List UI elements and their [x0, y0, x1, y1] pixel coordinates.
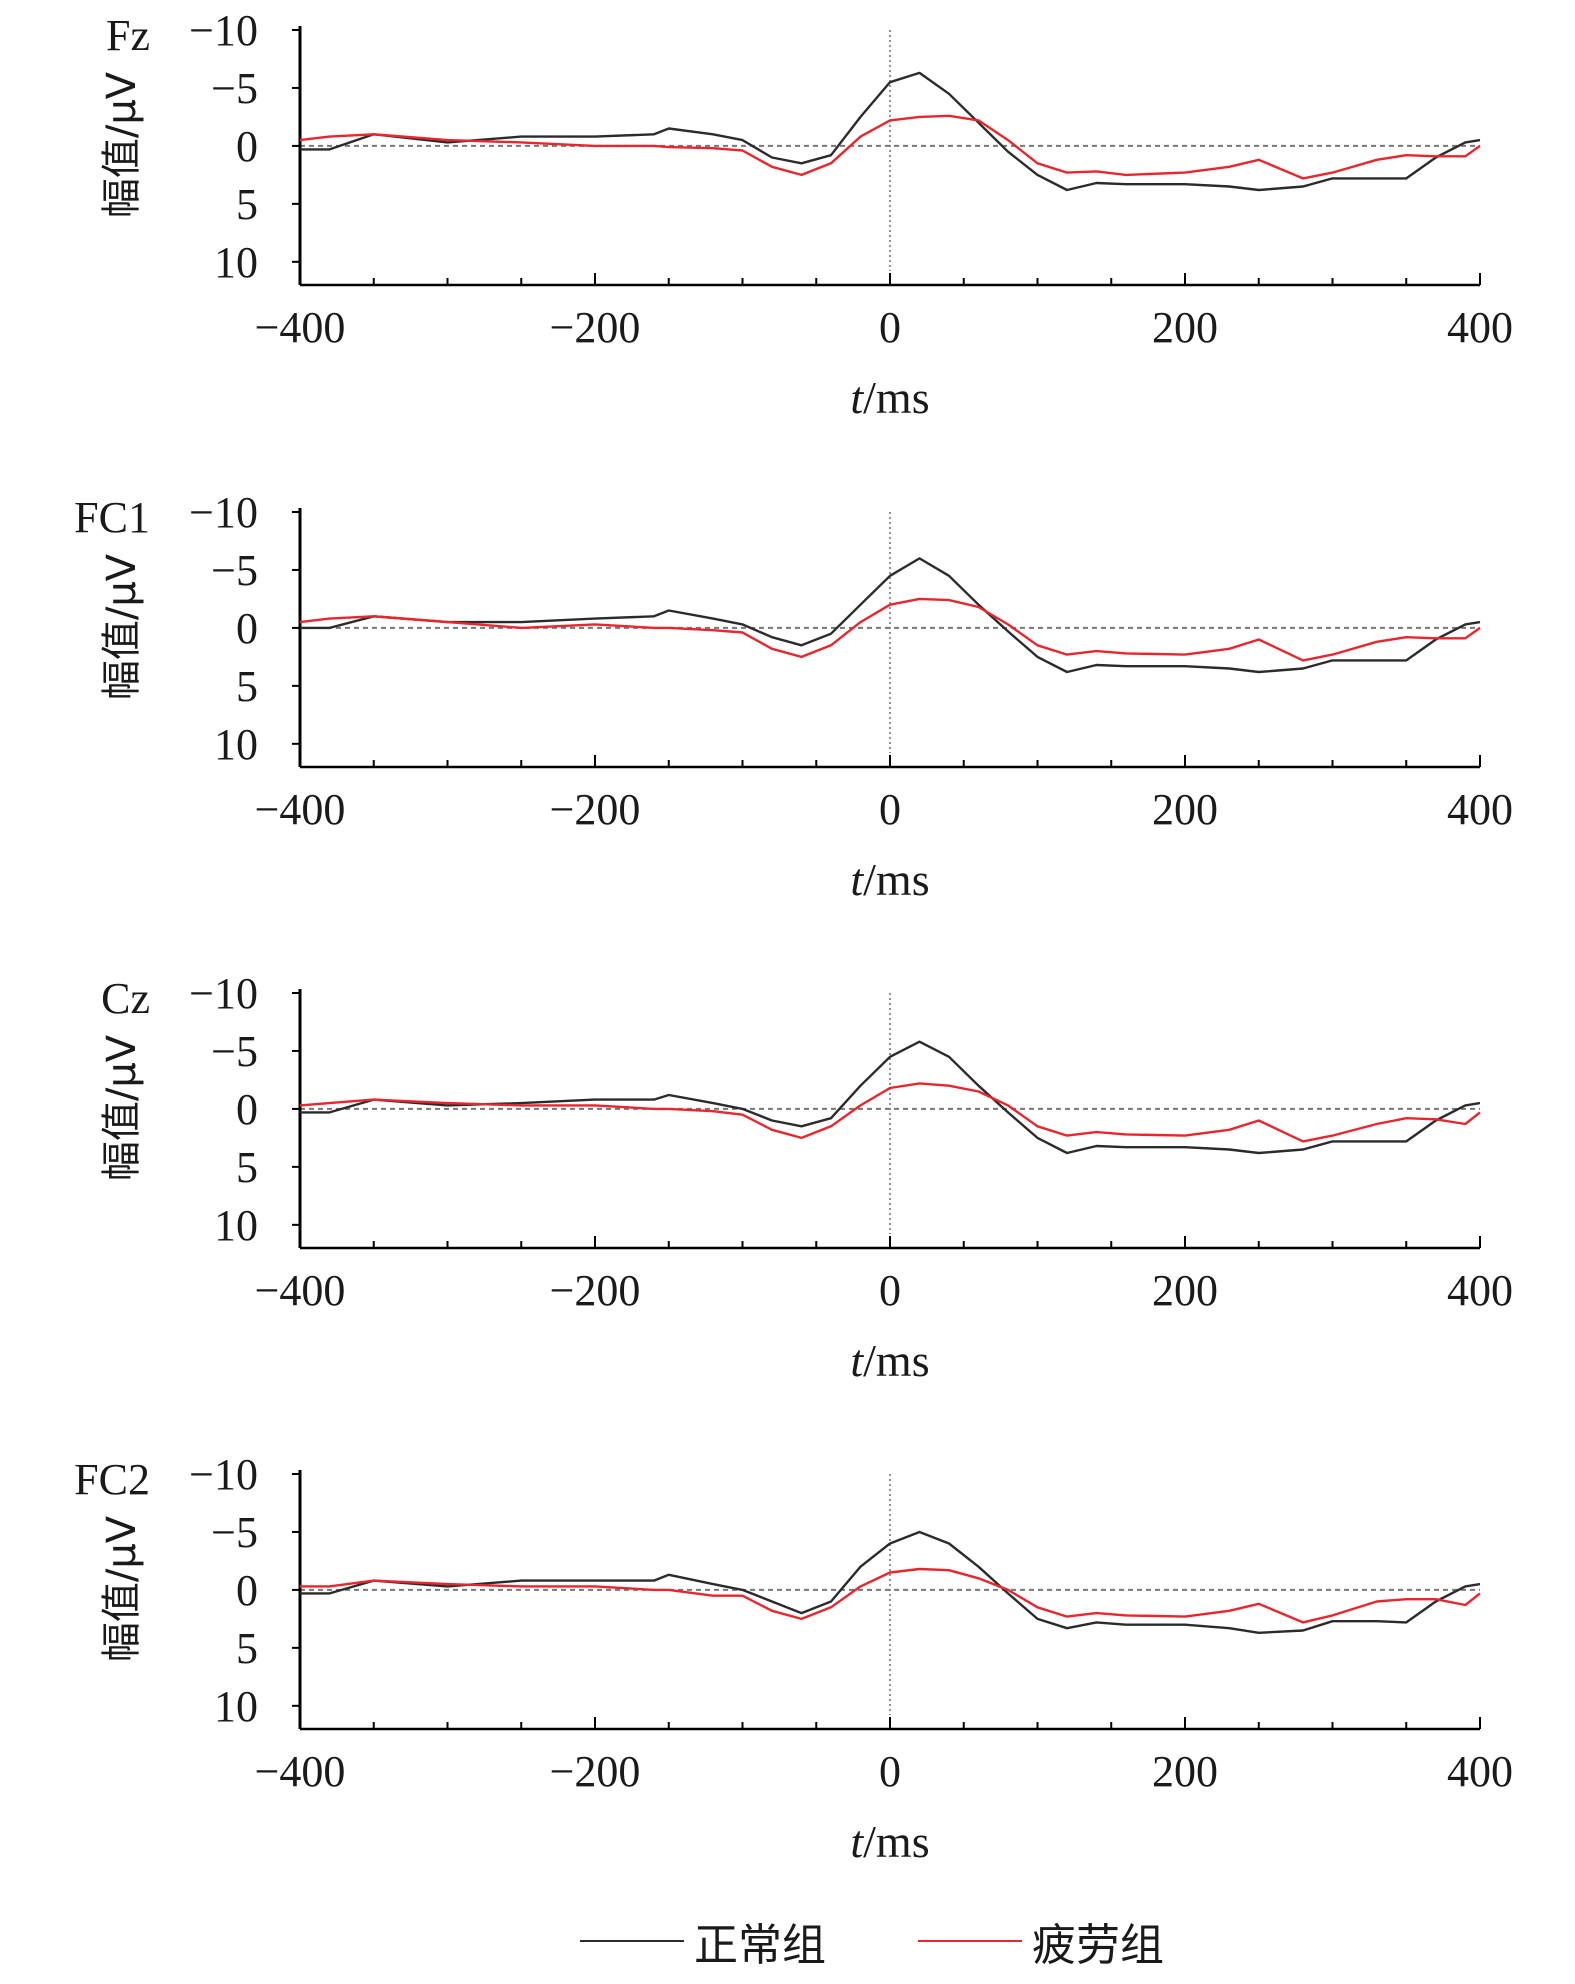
- x-tick-label: −200: [550, 1266, 641, 1315]
- x-tick-label: 200: [1152, 303, 1218, 352]
- x-axis-label: t/ms: [850, 854, 929, 905]
- y-tick-label: 5: [236, 662, 258, 711]
- x-tick-label: 200: [1152, 1747, 1218, 1796]
- legend-item-fatigue: 疲劳组: [918, 1906, 1164, 1976]
- y-tick-label: −5: [211, 1027, 258, 1076]
- erp-panel-fc2: −10 −5 0 5 10 −400 −200 0 200 400 FC2 幅值/μV t/ms: [74, 1450, 1513, 1867]
- y-tick-label: −10: [189, 969, 258, 1018]
- x-tick-label: 0: [879, 785, 901, 834]
- x-tick-label: 400: [1447, 1747, 1513, 1796]
- y-tick-label: 10: [214, 720, 258, 769]
- series-normal-line: [300, 1040, 1481, 1155]
- y-tick-label: 5: [236, 1624, 258, 1673]
- x-tick-label: −400: [255, 1747, 346, 1796]
- y-tick-label: 10: [214, 1201, 258, 1250]
- erp-panel-fz: −10 −5 0 5 10 −400 −200 0 200 400 Fz 幅值/μV t/ms: [99, 6, 1513, 423]
- y-tick-label: −10: [189, 488, 258, 537]
- x-axis-label: t/ms: [850, 1816, 929, 1867]
- erp-panel-cz: −10 −5 0 5 10 −400 −200 0 200 400 Cz 幅值/μV t/ms: [99, 969, 1513, 1386]
- y-tick-label: 5: [236, 1143, 258, 1192]
- legend: 正常组 疲劳组: [0, 1906, 1575, 1976]
- x-axis-label: t/ms: [850, 372, 929, 423]
- erp-panel-fc1: −10 −5 0 5 10 −400 −200 0 200 400 FC1 幅值/μV t/ms: [74, 488, 1513, 905]
- y-axis-label: 幅值/μV: [99, 1515, 145, 1662]
- channel-label: FC2: [74, 1455, 150, 1504]
- x-tick-label: −400: [255, 785, 346, 834]
- y-axis-label: 幅值/μV: [99, 71, 145, 218]
- y-axis-label: 幅值/μV: [99, 553, 145, 700]
- y-tick-label: 0: [236, 1566, 258, 1615]
- series-fatigue-line: [299, 114, 1481, 180]
- y-tick-label: −5: [211, 64, 258, 113]
- channel-label: Fz: [106, 11, 150, 60]
- x-tick-label: 0: [879, 303, 901, 352]
- x-tick-label: −200: [550, 785, 641, 834]
- legend-swatch-fatigue: [918, 1940, 1022, 1942]
- x-tick-label: 400: [1447, 1266, 1513, 1315]
- y-tick-label: −5: [211, 1508, 258, 1557]
- y-axis-label: 幅值/μV: [99, 1034, 145, 1181]
- x-tick-label: −200: [550, 1747, 641, 1796]
- x-tick-label: 200: [1152, 1266, 1218, 1315]
- legend-label-normal: 正常组: [694, 1920, 826, 1971]
- y-tick-label: 10: [214, 238, 258, 287]
- y-tick-label: −10: [189, 6, 258, 55]
- channel-label: Cz: [101, 974, 150, 1023]
- legend-label-fatigue: 疲劳组: [1032, 1920, 1164, 1971]
- x-tick-label: 400: [1447, 785, 1513, 834]
- series-normal-line: [300, 71, 1481, 192]
- legend-swatch-normal: [580, 1940, 684, 1942]
- y-tick-label: 5: [236, 180, 258, 229]
- x-tick-label: 200: [1152, 785, 1218, 834]
- x-tick-label: −200: [550, 303, 641, 352]
- legend-item-normal: 正常组: [580, 1906, 826, 1976]
- x-tick-label: 0: [879, 1266, 901, 1315]
- y-tick-label: 0: [236, 604, 258, 653]
- series-normal-line: [300, 1530, 1481, 1635]
- y-tick-label: 10: [214, 1682, 258, 1731]
- x-axis-label: t/ms: [850, 1335, 929, 1386]
- x-tick-label: −400: [255, 1266, 346, 1315]
- x-tick-label: 0: [879, 1747, 901, 1796]
- series-fatigue-line: [300, 1567, 1481, 1624]
- y-tick-label: 0: [236, 122, 258, 171]
- channel-label: FC1: [74, 493, 150, 542]
- x-tick-label: 400: [1447, 303, 1513, 352]
- y-tick-label: −10: [189, 1450, 258, 1499]
- series-fatigue-line: [299, 1082, 1481, 1143]
- y-tick-label: −5: [211, 546, 258, 595]
- series-normal-line: [300, 557, 1481, 674]
- y-tick-label: 0: [236, 1085, 258, 1134]
- series-fatigue-line: [299, 597, 1481, 662]
- x-tick-label: −400: [255, 303, 346, 352]
